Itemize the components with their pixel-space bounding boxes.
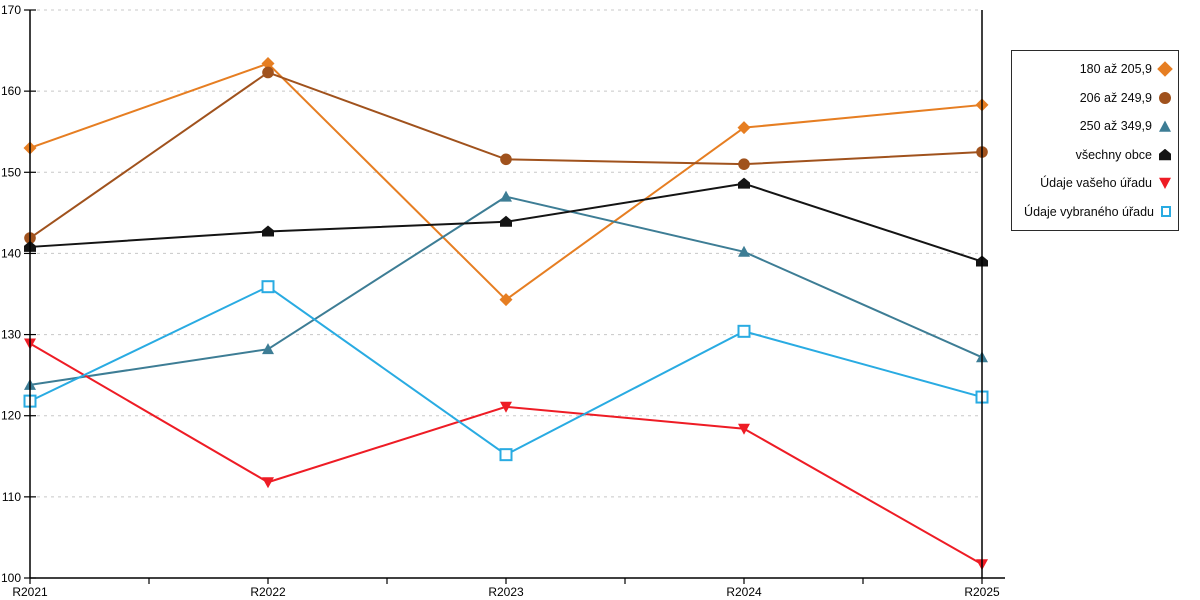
marker-circle-icon [500,153,512,166]
legend-item: Údaje vybraného úřadu [1016,205,1171,219]
x-tick-label: R2025 [964,585,1000,599]
legend-marker-pentagon-icon [1159,148,1171,161]
legend-marker-square-open-icon [1161,206,1171,218]
y-tick-label: 100 [1,571,21,585]
y-tick-label: 170 [1,3,21,17]
marker-diamond-icon [499,293,513,307]
x-tick-label: R2022 [250,585,286,599]
x-tick-label: R2024 [726,585,762,599]
marker-pentagon-icon [738,177,750,189]
y-tick-label: 110 [2,490,21,504]
marker-square-open-icon [737,324,751,338]
marker-pentagon-icon [500,215,512,227]
legend-item: 250 až 349,9 [1016,119,1171,133]
marker-square-open-icon [261,280,275,294]
marker-square-open-icon [499,448,513,462]
marker-circle-icon [262,66,274,79]
legend-item: 206 až 249,9 [1016,91,1171,105]
legend-item: všechny obce [1016,148,1171,162]
marker-triangle-down-icon [262,477,274,489]
series-line-0 [29,62,983,301]
marker-triangle-up-icon [262,343,274,355]
marker-triangle-up-icon [500,190,512,202]
marker-circle-icon [738,158,750,170]
legend-item-label: Údaje vašeho úřadu [1040,176,1152,191]
y-tick-label: 140 [1,246,21,260]
legend-item-label: 250 až 349,9 [1079,119,1152,134]
y-tick-label: 160 [1,84,21,98]
y-tick-label: 150 [1,165,21,179]
x-tick-label: R2023 [488,585,524,599]
legend-item-label: 206 až 249,9 [1079,90,1152,105]
marker-diamond-icon [737,121,751,135]
y-tick-label: 130 [1,328,21,342]
legend-marker-circle-icon [1159,91,1171,104]
marker-triangle-down-icon [738,423,750,435]
marker-triangle-down-icon [500,401,512,413]
legend-item-label: všechny obce [1075,147,1152,162]
y-tick-label: 120 [1,409,21,423]
legend-marker-triangle-down-icon [1159,177,1171,190]
legend-item-label: 180 až 205,9 [1079,62,1152,77]
x-tick-label: R2021 [12,585,48,599]
marker-pentagon-icon [262,225,274,237]
marker-diamond-icon [261,57,275,71]
legend-marker-diamond-icon [1157,61,1173,78]
legend-item: Údaje vašeho úřadu [1016,176,1171,190]
series-line-5 [29,285,983,456]
legend-item-label: Údaje vybraného úřadu [1024,204,1154,219]
legend: 180 až 205,9 206 až 249,9 250 až 349,9 všec… [1011,50,1179,231]
legend-marker-triangle-up-icon [1159,120,1171,132]
marker-triangle-up-icon [738,245,750,257]
legend-item: 180 až 205,9 [1016,61,1173,78]
